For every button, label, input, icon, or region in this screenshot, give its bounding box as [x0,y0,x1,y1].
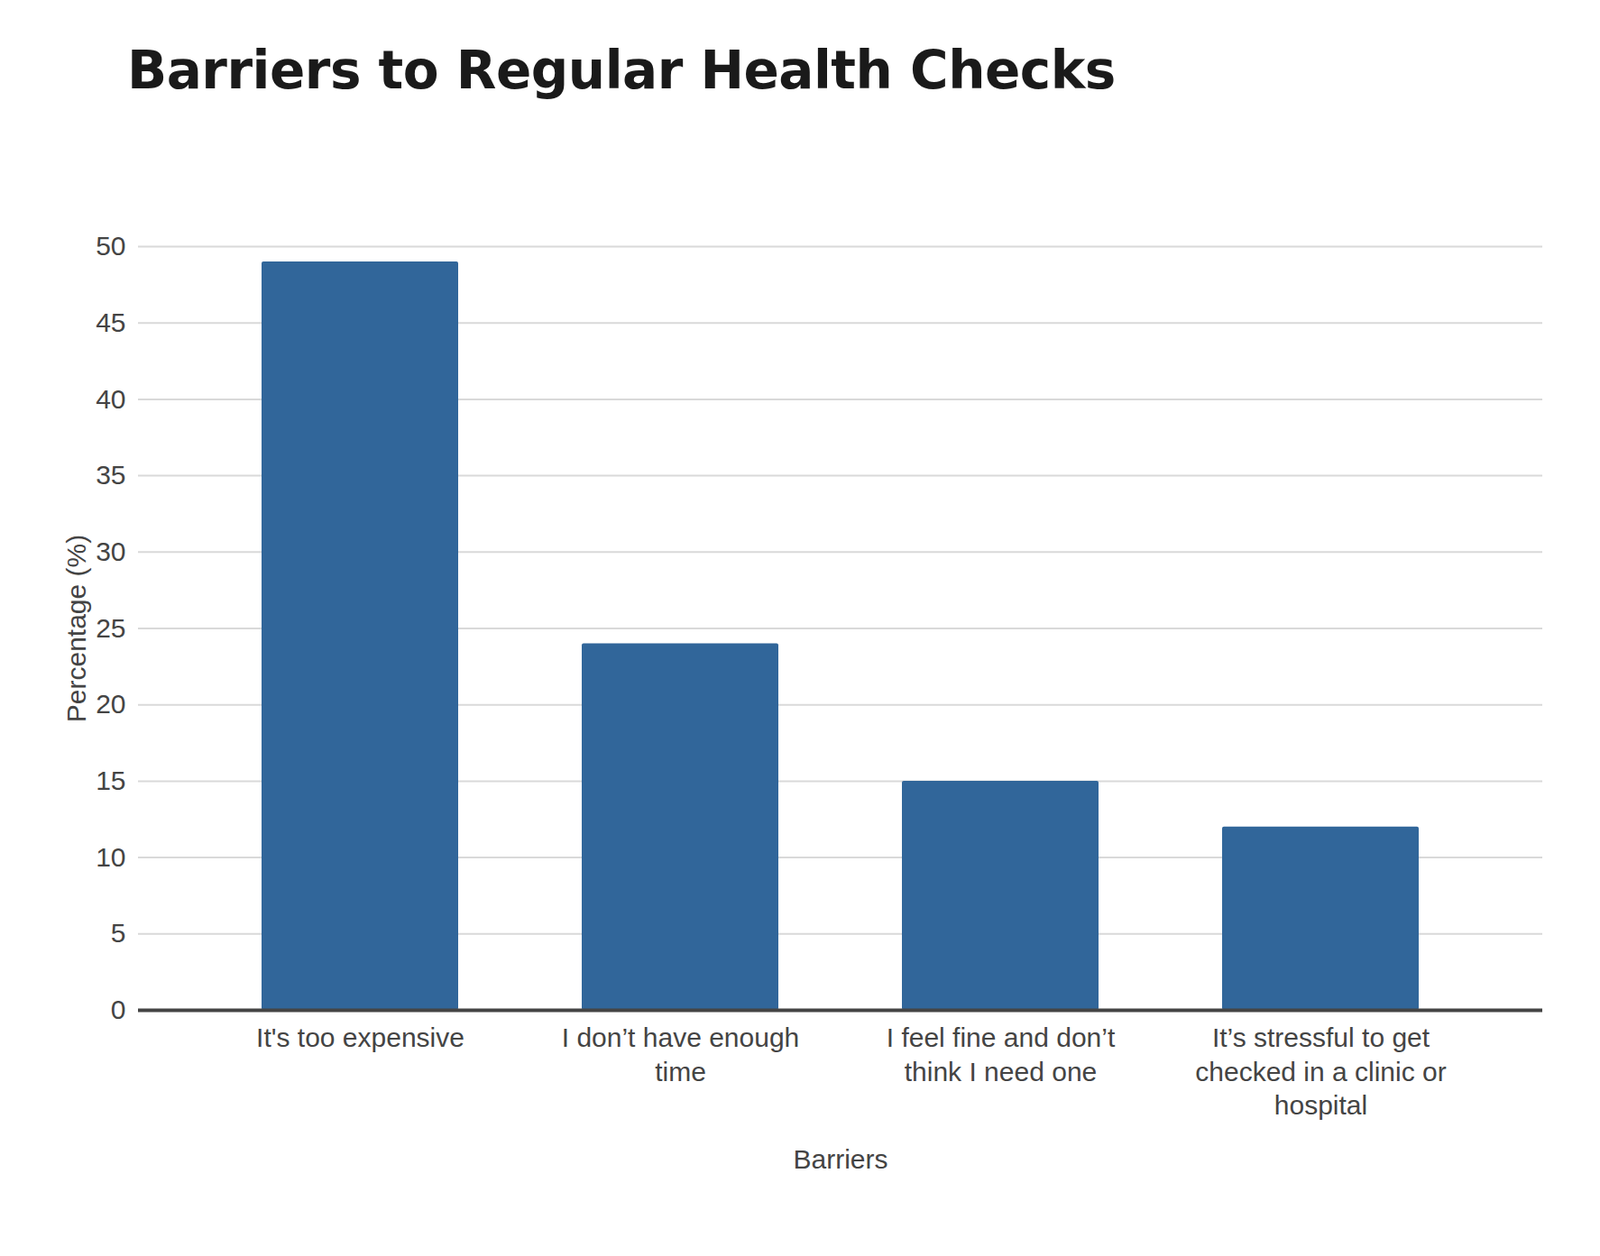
svg-text:45: 45 [95,307,126,338]
svg-text:30: 30 [95,536,126,567]
svg-text:0: 0 [110,994,127,1025]
svg-text:5: 5 [110,918,127,948]
svg-text:20: 20 [95,689,126,719]
svg-text:35: 35 [95,459,126,490]
html-text:Barriers to Regular Health Che: Barriers to Regular Health Checks [127,39,1116,102]
svg-text:10: 10 [95,842,126,873]
svg-text:40: 40 [95,384,126,414]
svg-text:I feel fine and don’tthink I n: I feel fine and don’tthink I need one [886,1022,1116,1087]
svg-text:25: 25 [95,613,126,644]
svg-text:15: 15 [95,765,126,796]
svg-text:50: 50 [95,230,126,261]
svg-text:It’s stressful to getchecked i: It’s stressful to getchecked in a clinic… [1195,1022,1446,1121]
svg-text:Barriers: Barriers [792,1144,888,1175]
svg-text:Percentage (%): Percentage (%) [61,534,92,723]
svg-text:It's too expensive: It's too expensive [256,1022,465,1053]
svg-text:I don’t have enoughtime: I don’t have enoughtime [561,1022,800,1087]
